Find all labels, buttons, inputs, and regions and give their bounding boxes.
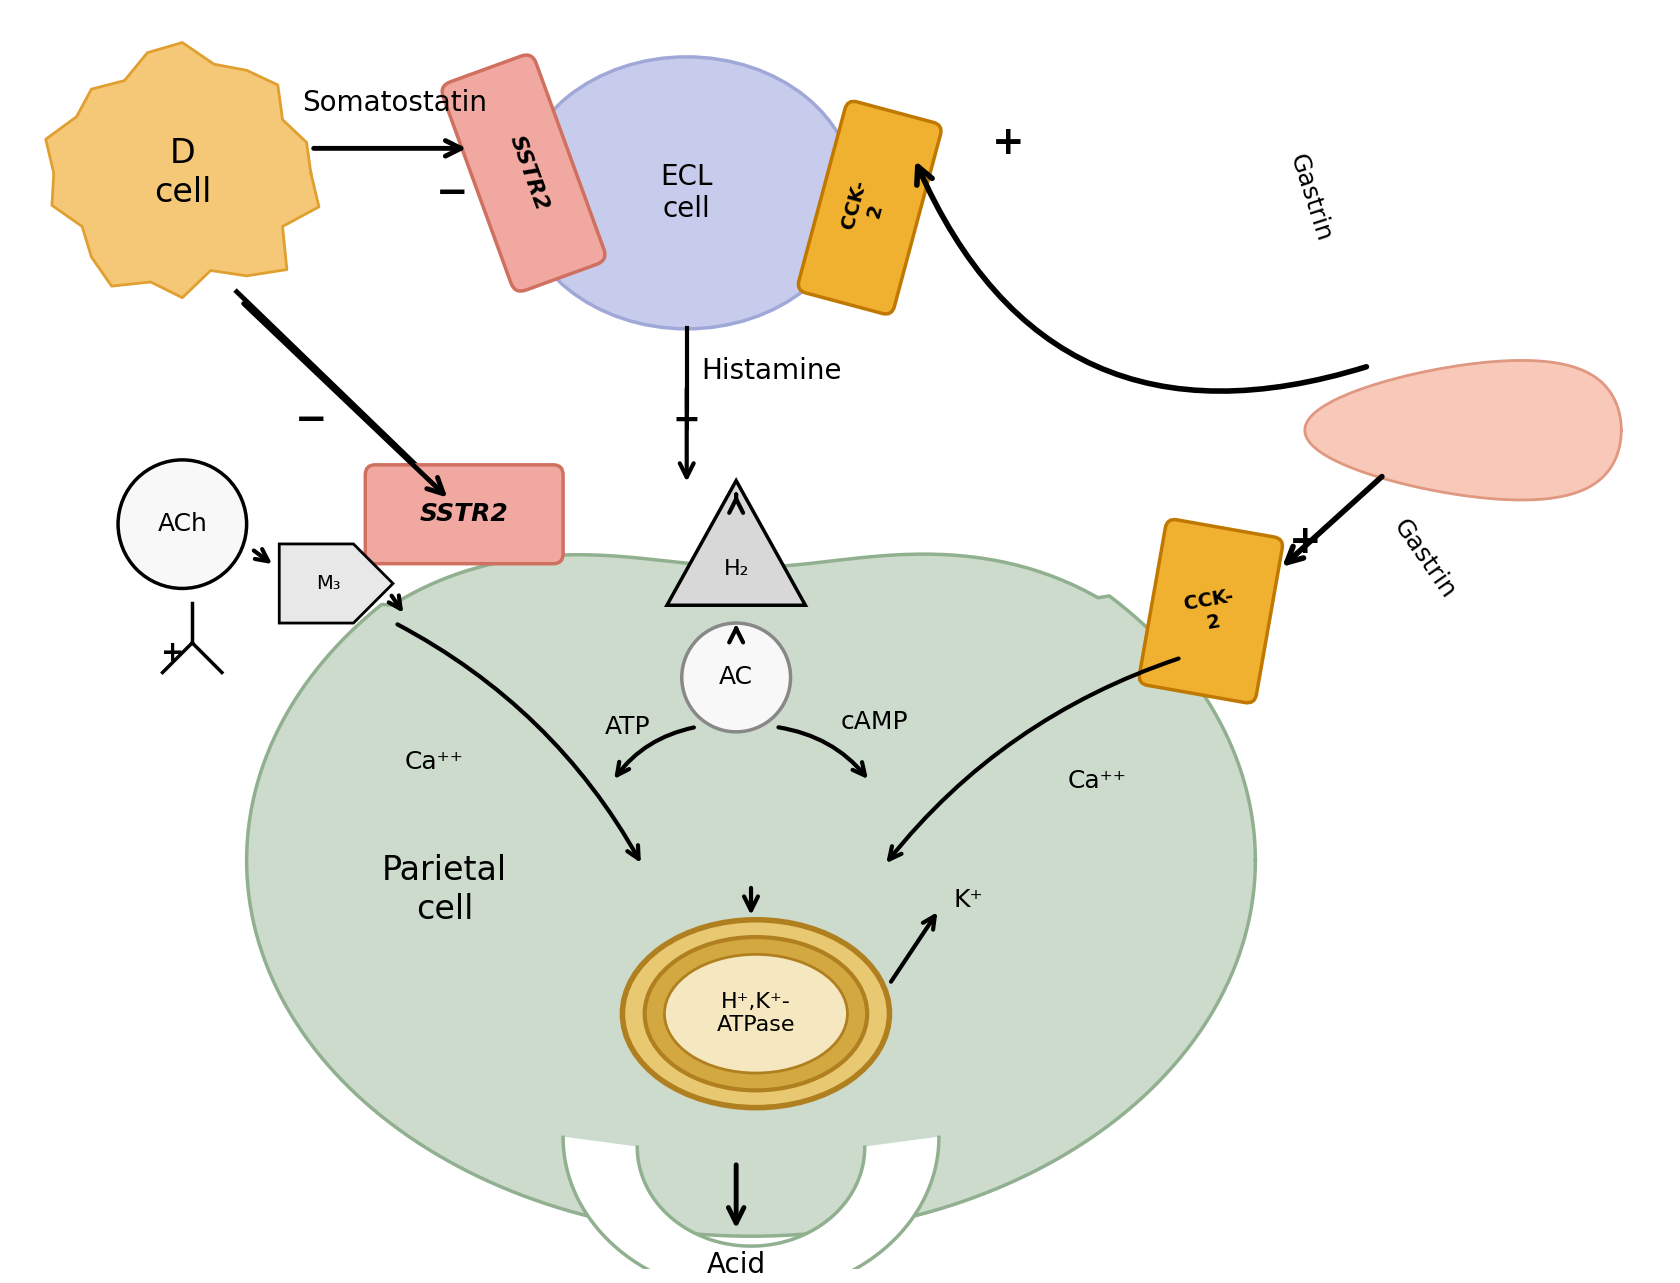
Text: D
cell: D cell xyxy=(153,137,212,209)
Text: ACh: ACh xyxy=(158,512,207,536)
Text: Ca⁺⁺: Ca⁺⁺ xyxy=(1067,770,1126,793)
Circle shape xyxy=(682,624,790,731)
Text: −: − xyxy=(294,402,328,439)
Text: Parietal
cell: Parietal cell xyxy=(381,854,507,925)
FancyBboxPatch shape xyxy=(798,101,941,314)
FancyBboxPatch shape xyxy=(442,55,605,291)
Text: +: + xyxy=(161,639,185,667)
Ellipse shape xyxy=(517,56,855,328)
Text: K⁺: K⁺ xyxy=(953,888,983,912)
Polygon shape xyxy=(247,554,1255,1237)
Polygon shape xyxy=(667,481,805,606)
Text: −: − xyxy=(435,174,469,212)
FancyBboxPatch shape xyxy=(1139,520,1282,703)
Text: H₂: H₂ xyxy=(722,558,749,579)
Text: AC: AC xyxy=(719,666,753,689)
Ellipse shape xyxy=(664,955,847,1073)
Polygon shape xyxy=(45,42,319,298)
Text: ECL
cell: ECL cell xyxy=(660,163,712,223)
Text: CCK-
2: CCK- 2 xyxy=(1183,586,1238,635)
Text: ATP: ATP xyxy=(605,715,650,739)
Text: +: + xyxy=(1289,523,1320,561)
Text: M₃: M₃ xyxy=(316,574,341,593)
Text: H⁺,K⁺-
ATPase: H⁺,K⁺- ATPase xyxy=(716,992,795,1035)
Text: +: + xyxy=(991,124,1023,163)
Circle shape xyxy=(118,459,247,589)
Text: Histamine: Histamine xyxy=(701,357,842,385)
Ellipse shape xyxy=(645,937,867,1091)
Text: Ca⁺⁺: Ca⁺⁺ xyxy=(405,749,464,774)
Text: Gastrin: Gastrin xyxy=(1284,151,1336,245)
Text: SSTR2: SSTR2 xyxy=(420,502,509,526)
Text: cAMP: cAMP xyxy=(840,709,907,734)
FancyBboxPatch shape xyxy=(365,464,563,563)
Ellipse shape xyxy=(622,920,889,1107)
Text: Gastrin: Gastrin xyxy=(1388,514,1460,603)
Text: +: + xyxy=(672,404,701,436)
Text: Somatostatin: Somatostatin xyxy=(302,89,487,117)
Polygon shape xyxy=(563,1137,939,1283)
Polygon shape xyxy=(279,544,393,624)
Text: SSTR2: SSTR2 xyxy=(506,132,551,213)
Text: Acid: Acid xyxy=(706,1251,766,1279)
Text: CCK-
2: CCK- 2 xyxy=(838,178,890,237)
Polygon shape xyxy=(1304,361,1620,500)
